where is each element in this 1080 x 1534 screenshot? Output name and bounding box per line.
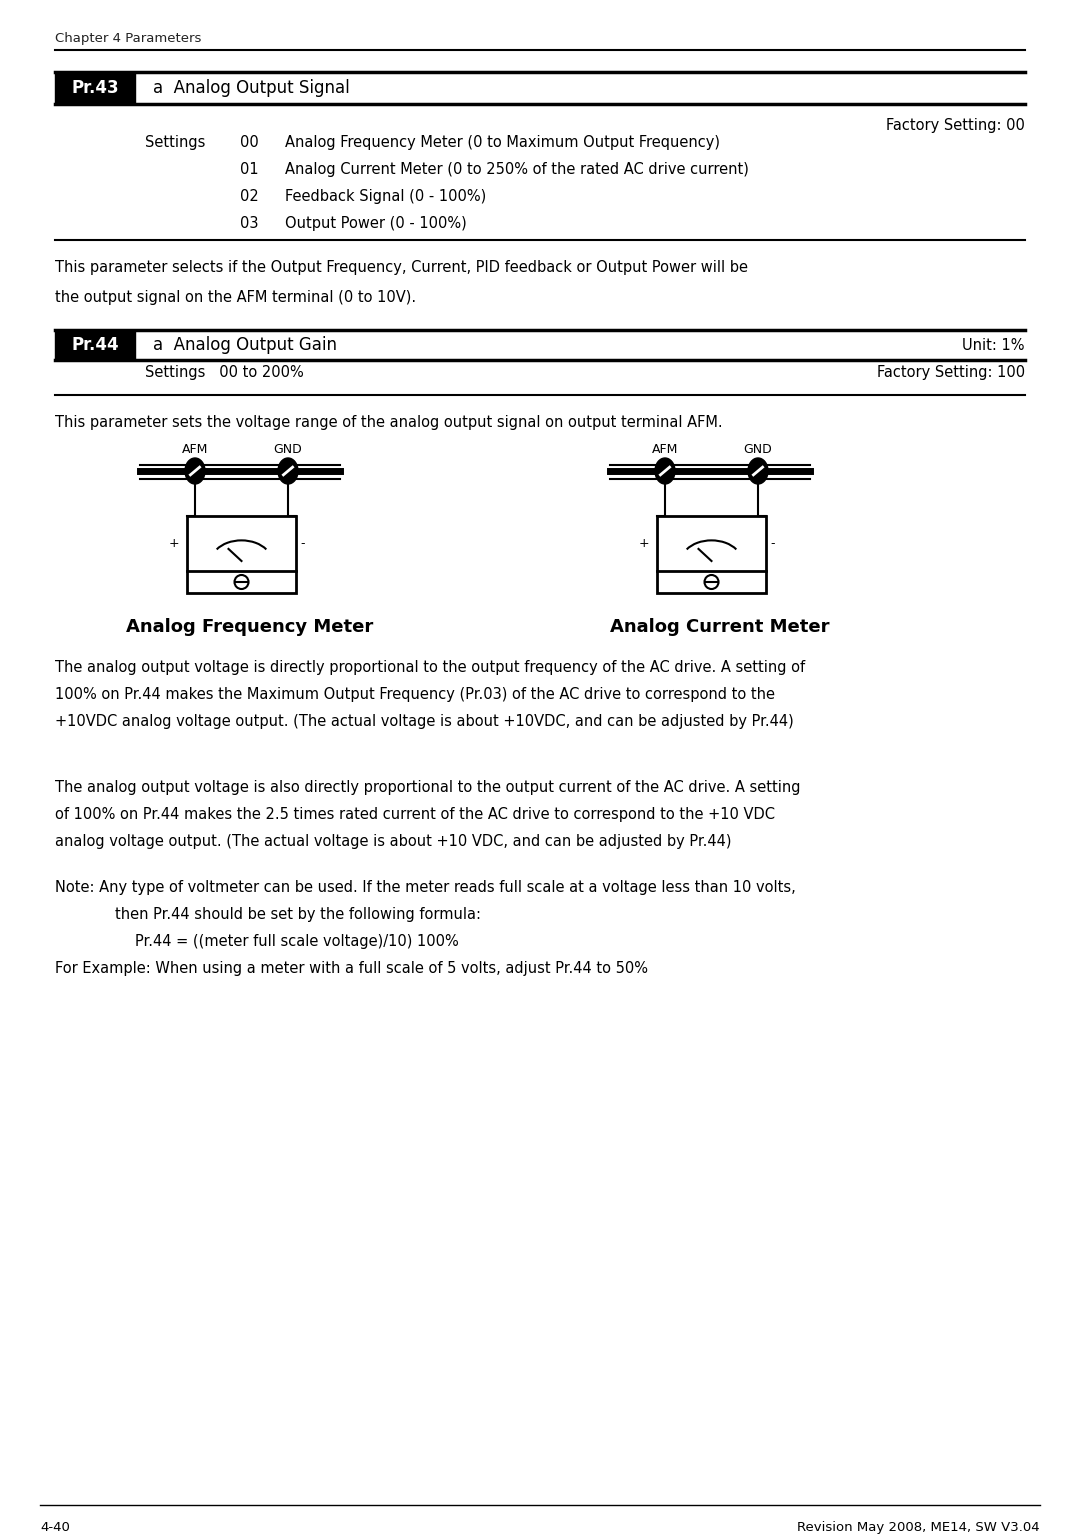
Circle shape (234, 575, 248, 589)
Text: Analog Current Meter: Analog Current Meter (610, 618, 829, 637)
Text: Output Power (0 - 100%): Output Power (0 - 100%) (285, 216, 467, 232)
Bar (55, 72, 135, 104)
Text: 03: 03 (240, 216, 258, 232)
Text: The analog output voltage is directly proportional to the output frequency of th: The analog output voltage is directly pr… (55, 660, 805, 675)
Text: +: + (638, 537, 649, 551)
Text: +: + (168, 537, 179, 551)
Text: AFM: AFM (652, 443, 678, 456)
Text: Feedback Signal (0 - 100%): Feedback Signal (0 - 100%) (285, 189, 486, 204)
Text: 01: 01 (240, 163, 258, 176)
Text: analog voltage output. (The actual voltage is about +10 VDC, and can be adjusted: analog voltage output. (The actual volta… (55, 834, 731, 848)
Text: -: - (300, 537, 305, 551)
Text: Unit: 1%: Unit: 1% (962, 337, 1025, 353)
Ellipse shape (185, 459, 205, 485)
Text: Analog Frequency Meter (0 to Maximum Output Frequency): Analog Frequency Meter (0 to Maximum Out… (285, 135, 720, 150)
Text: This parameter sets the voltage range of the analog output signal on output term: This parameter sets the voltage range of… (55, 416, 723, 430)
Text: GND: GND (273, 443, 302, 456)
Text: Pr.44 = ((meter full scale voltage)/10) 100%: Pr.44 = ((meter full scale voltage)/10) … (135, 934, 459, 950)
Text: a  Analog Output Gain: a Analog Output Gain (153, 336, 337, 354)
Text: Pr.44: Pr.44 (71, 336, 119, 354)
Text: 02: 02 (240, 189, 259, 204)
Bar (55, 330, 135, 360)
Text: Pr.43: Pr.43 (71, 78, 119, 97)
Text: 100% on Pr.44 makes the Maximum Output Frequency (Pr.03) of the AC drive to corr: 100% on Pr.44 makes the Maximum Output F… (55, 687, 775, 703)
Text: For Example: When using a meter with a full scale of 5 volts, adjust Pr.44 to 50: For Example: When using a meter with a f… (55, 960, 648, 976)
Text: -: - (770, 537, 774, 551)
Text: Settings: Settings (145, 135, 205, 150)
Text: GND: GND (744, 443, 772, 456)
Text: Analog Frequency Meter: Analog Frequency Meter (126, 618, 374, 637)
Text: Revision May 2008, ME14, SW V3.04: Revision May 2008, ME14, SW V3.04 (797, 1522, 1040, 1534)
Circle shape (704, 575, 718, 589)
Text: then Pr.44 should be set by the following formula:: then Pr.44 should be set by the followin… (114, 907, 481, 922)
Text: Chapter 4 Parameters: Chapter 4 Parameters (55, 32, 201, 44)
Text: Factory Setting: 00: Factory Setting: 00 (886, 118, 1025, 133)
Text: 00: 00 (240, 135, 259, 150)
Ellipse shape (654, 459, 675, 485)
Text: +10VDC analog voltage output. (The actual voltage is about +10VDC, and can be ad: +10VDC analog voltage output. (The actua… (55, 713, 794, 729)
Ellipse shape (748, 459, 768, 485)
Text: of 100% on Pr.44 makes the 2.5 times rated current of the AC drive to correspond: of 100% on Pr.44 makes the 2.5 times rat… (55, 807, 775, 822)
Text: a  Analog Output Signal: a Analog Output Signal (153, 78, 350, 97)
Text: Note: Any type of voltmeter can be used. If the meter reads full scale at a volt: Note: Any type of voltmeter can be used.… (55, 881, 796, 894)
Bar (187, 515, 296, 594)
Bar (657, 515, 766, 594)
Text: The analog output voltage is also directly proportional to the output current of: The analog output voltage is also direct… (55, 779, 800, 795)
Text: Factory Setting: 100: Factory Setting: 100 (877, 365, 1025, 379)
Ellipse shape (278, 459, 298, 485)
Text: Settings   00 to 200%: Settings 00 to 200% (145, 365, 303, 379)
Text: 4-40: 4-40 (40, 1522, 70, 1534)
Text: the output signal on the AFM terminal (0 to 10V).: the output signal on the AFM terminal (0… (55, 290, 416, 305)
Text: This parameter selects if the Output Frequency, Current, PID feedback or Output : This parameter selects if the Output Fre… (55, 259, 748, 275)
Text: Analog Current Meter (0 to 250% of the rated AC drive current): Analog Current Meter (0 to 250% of the r… (285, 163, 748, 176)
Text: AFM: AFM (181, 443, 208, 456)
